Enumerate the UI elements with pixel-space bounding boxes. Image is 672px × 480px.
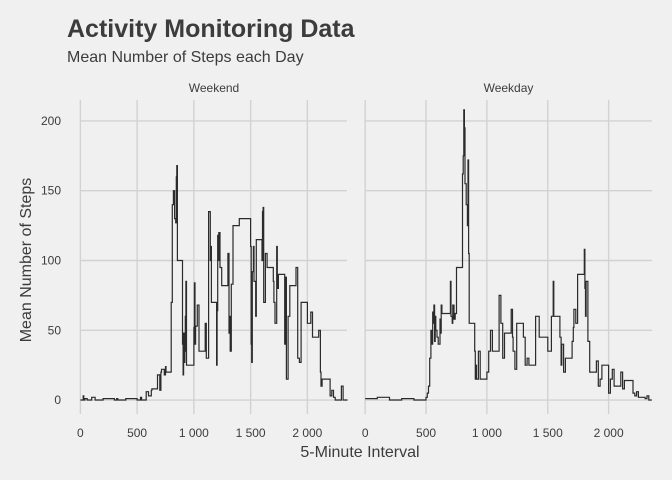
chart-title: Activity Monitoring Data xyxy=(67,15,356,43)
x-tick-label: 1 000 xyxy=(472,426,502,440)
series-line-weekend xyxy=(80,165,348,401)
facet-panels: Weekend 0 500 1 000 1 500 2 000 0 50 100 150 200 We… xyxy=(41,81,652,440)
series-line-weekday xyxy=(365,109,652,401)
y-tick-label: 150 xyxy=(41,184,61,198)
x-axis-title: 5-Minute Interval xyxy=(300,444,419,461)
x-tick-label: 2 000 xyxy=(594,426,624,440)
x-tick-label: 2 000 xyxy=(292,426,322,440)
facet-label-weekend: Weekend xyxy=(189,81,239,95)
x-tick-label: 500 xyxy=(416,426,436,440)
x-tick-label: 500 xyxy=(127,426,147,440)
y-axis-title: Mean Number of Steps xyxy=(18,178,35,343)
y-tick-label: 50 xyxy=(48,323,62,337)
x-tick-label: 0 xyxy=(362,426,369,440)
x-tick-label: 1 500 xyxy=(533,426,563,440)
chart-subtitle: Mean Number of Steps each Day xyxy=(67,49,304,66)
y-tick-label: 100 xyxy=(41,253,61,267)
x-tick-label: 1 000 xyxy=(179,426,209,440)
x-tick-label: 1 500 xyxy=(236,426,266,440)
y-tick-label: 0 xyxy=(54,393,61,407)
facet-label-weekday: Weekday xyxy=(484,81,534,95)
x-tick-label: 0 xyxy=(77,426,84,440)
y-tick-label: 200 xyxy=(41,114,61,128)
